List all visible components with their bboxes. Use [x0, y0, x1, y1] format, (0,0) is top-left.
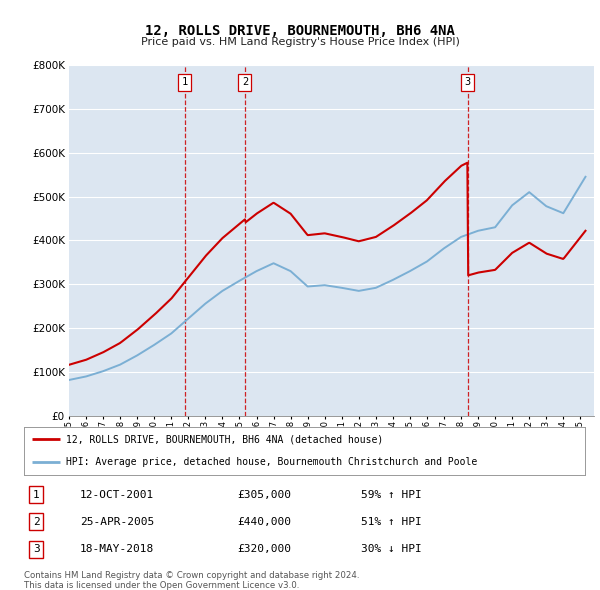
Text: 12, ROLLS DRIVE, BOURNEMOUTH, BH6 4NA (detached house): 12, ROLLS DRIVE, BOURNEMOUTH, BH6 4NA (d…: [66, 434, 383, 444]
Text: £320,000: £320,000: [237, 544, 291, 554]
Text: £440,000: £440,000: [237, 517, 291, 526]
Text: 2: 2: [242, 77, 248, 87]
Text: 30% ↓ HPI: 30% ↓ HPI: [361, 544, 421, 554]
Text: 2: 2: [33, 517, 40, 526]
Text: 51% ↑ HPI: 51% ↑ HPI: [361, 517, 421, 526]
Text: 59% ↑ HPI: 59% ↑ HPI: [361, 490, 421, 500]
Text: 1: 1: [33, 490, 40, 500]
Text: HPI: Average price, detached house, Bournemouth Christchurch and Poole: HPI: Average price, detached house, Bour…: [66, 457, 478, 467]
Text: 25-APR-2005: 25-APR-2005: [80, 517, 154, 526]
Text: Contains HM Land Registry data © Crown copyright and database right 2024.: Contains HM Land Registry data © Crown c…: [24, 571, 359, 579]
Text: 3: 3: [33, 544, 40, 554]
Text: 12-OCT-2001: 12-OCT-2001: [80, 490, 154, 500]
Text: This data is licensed under the Open Government Licence v3.0.: This data is licensed under the Open Gov…: [24, 581, 299, 589]
Text: 12, ROLLS DRIVE, BOURNEMOUTH, BH6 4NA: 12, ROLLS DRIVE, BOURNEMOUTH, BH6 4NA: [145, 24, 455, 38]
Text: 1: 1: [181, 77, 188, 87]
Text: £305,000: £305,000: [237, 490, 291, 500]
Text: 18-MAY-2018: 18-MAY-2018: [80, 544, 154, 554]
Text: Price paid vs. HM Land Registry's House Price Index (HPI): Price paid vs. HM Land Registry's House …: [140, 37, 460, 47]
Text: 3: 3: [464, 77, 470, 87]
